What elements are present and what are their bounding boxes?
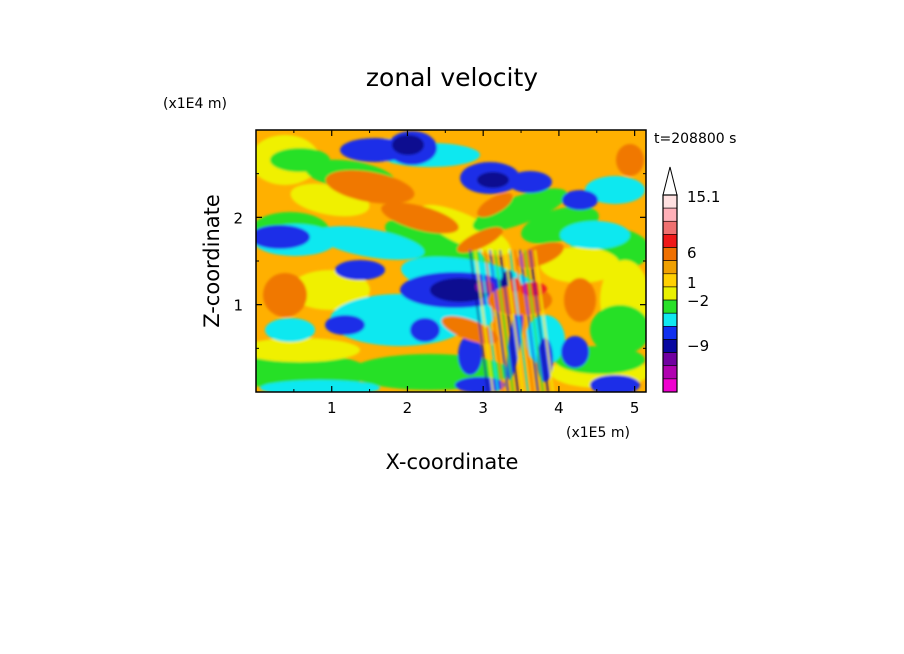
contour-region [335, 260, 385, 280]
x-tick-label: 4 [554, 399, 564, 417]
y-tick-label: 2 [233, 209, 243, 227]
colorbar-frame [662, 194, 678, 393]
contour-streak [489, 249, 509, 392]
y-axis-label: Z-coordinate [200, 194, 224, 328]
contour-streak [494, 249, 514, 392]
contour-streak [514, 249, 534, 392]
contour-region [256, 338, 360, 362]
colorbar-label: −9 [687, 337, 709, 355]
colorbar-label: 6 [687, 244, 697, 262]
x-tick-label: 3 [478, 399, 488, 417]
colorbar-swatch [662, 207, 678, 222]
contour-region [265, 318, 315, 342]
contour-region [560, 221, 630, 249]
contour-region [585, 176, 645, 204]
contour-region [458, 335, 482, 375]
contour-region [616, 144, 644, 176]
colorbar-extend-arrow [662, 166, 678, 196]
contour-region [325, 170, 415, 204]
colorbar-swatch [662, 286, 678, 301]
contour-region [381, 202, 459, 234]
contour-streak [474, 249, 494, 392]
contour-region [410, 318, 440, 342]
contour-region [562, 190, 598, 210]
y-tick-label: 1 [233, 297, 243, 315]
contour-streak [479, 249, 499, 392]
colorbar-swatch [662, 260, 678, 275]
colorbar-swatch [662, 378, 678, 393]
y-tick-labels: 12 [233, 209, 243, 314]
contour-fill [256, 131, 646, 392]
contour-region [457, 227, 503, 253]
contour-plot-area [255, 129, 647, 393]
contour-streak [519, 249, 539, 392]
contour-region [260, 380, 380, 392]
colorbar-swatch [662, 299, 678, 314]
y-unit-label: (x1E4 m) [163, 96, 227, 112]
contour-region [256, 225, 310, 249]
x-tick-labels: 1 2 3 4 5 [327, 399, 639, 417]
contour-streak [504, 249, 524, 392]
contour-region [441, 316, 499, 344]
colorbar-swatch [662, 326, 678, 340]
contour-region [315, 226, 425, 260]
contour-region [516, 242, 564, 268]
x-unit-label: (x1E5 m) [566, 425, 630, 441]
contour-streak [509, 249, 529, 392]
colorbar-swatch [662, 194, 678, 209]
x-tick-label: 5 [630, 399, 640, 417]
colorbar-swatch [662, 339, 678, 353]
contour-region [263, 273, 307, 317]
x-axis-label: X-coordinate [386, 450, 519, 474]
time-label: t=208800 s [654, 131, 736, 147]
contour-region [392, 135, 424, 155]
contour-region [540, 247, 620, 283]
colorbar-label: 15.1 [687, 188, 720, 206]
contour-region [590, 375, 640, 392]
contour-streak [469, 249, 489, 392]
colorbar-labels: 15.1 6 1−2 −9 [687, 188, 720, 355]
contour-region [477, 172, 509, 188]
contour-region [561, 336, 589, 368]
contour-streak [499, 249, 519, 392]
colorbar-swatch [662, 312, 678, 327]
x-tick-label: 1 [327, 399, 337, 417]
colorbar-swatch [662, 352, 678, 367]
contour-region [472, 188, 568, 232]
colorbar-label: −2 [687, 292, 709, 310]
contour-region [564, 278, 596, 322]
colorbar-swatch [662, 234, 678, 248]
colorbar-swatch [662, 365, 678, 380]
contour-region [477, 192, 513, 218]
contour-streak [484, 249, 504, 392]
contour-streak [524, 249, 544, 392]
colorbar [662, 166, 678, 393]
contour-region [590, 305, 646, 355]
x-tick-label: 2 [403, 399, 413, 417]
colorbar-swatch [662, 273, 678, 288]
colorbar-swatch [662, 220, 678, 235]
colorbar-swatch [662, 247, 678, 261]
colorbar-label: 1 [687, 274, 697, 292]
contour-region [519, 282, 547, 296]
axis-ticks [256, 130, 646, 392]
contour-region [325, 315, 365, 335]
contour-streak [529, 249, 549, 392]
contour-region [290, 270, 370, 310]
chart-title: zonal velocity [366, 63, 538, 92]
contour-streak [534, 249, 554, 392]
contour-region [508, 171, 552, 193]
